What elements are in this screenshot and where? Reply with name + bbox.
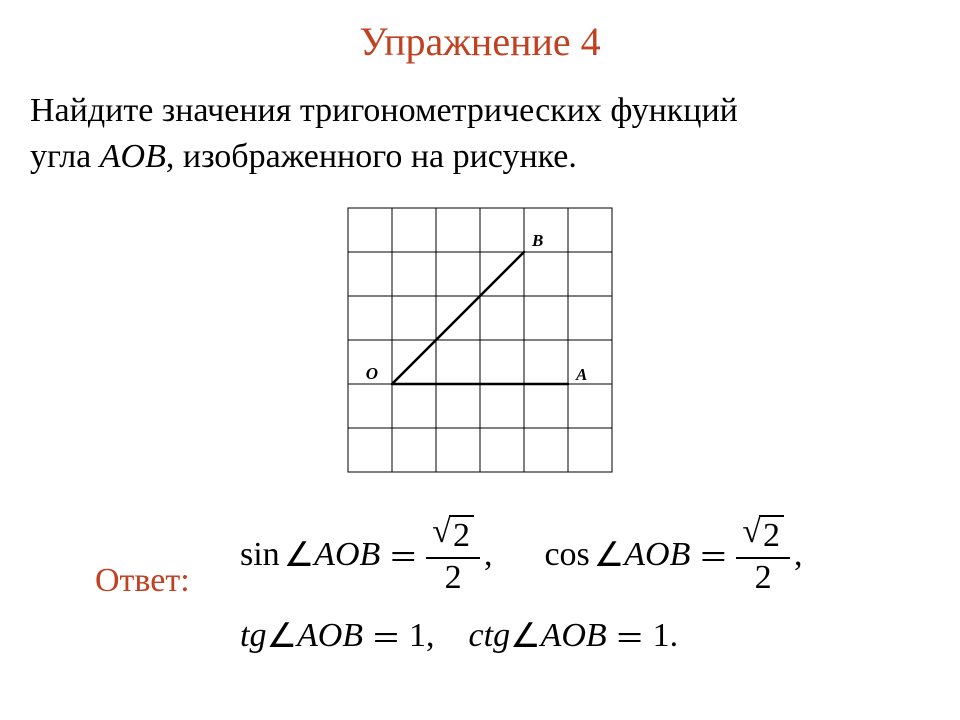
answer-expressions: sin ∠AOB ＝ √ 2 2 , [240,510,821,658]
sqrt-cos: √ 2 [742,515,784,554]
comma-3: , [426,617,435,655]
sin-fraction: √ 2 2 [426,513,480,596]
tg-term: tg ∠AOB ＝ 1, [240,614,435,658]
ctg-term: ctg ∠AOB ＝ 1. [469,614,679,658]
answer-row-1: sin ∠AOB ＝ √ 2 2 , [240,510,821,600]
angle-arg-cos: AOB [624,536,690,574]
angle-symbol-ctg: ∠ [510,616,540,656]
angle-symbol-cos: ∠ [594,535,624,575]
angle-diagram: O A B [340,200,620,485]
problem-statement: Найдите значения тригонометрических функ… [30,88,930,180]
fn-cos: cos [544,536,589,574]
equals-sin: ＝ [380,533,426,577]
angle-arg-sin: AOB [314,536,380,574]
cos-denominator: 2 [749,559,778,597]
fn-sin: sin [240,536,280,574]
angle-name: AOB [100,138,166,175]
cos-fraction: √ 2 2 [736,513,790,596]
equals-cos: ＝ [690,533,736,577]
problem-line1: Найдите значения тригонометрических функ… [30,92,738,129]
diagram-svg: O A B [340,200,620,480]
svg-text:O: O [366,364,378,383]
angle-arg-tg: AOB [297,617,363,655]
diagram-container: O A B [0,200,960,485]
answer-label: Ответ: [95,562,190,600]
final-period: . [670,617,679,655]
equals-tg: ＝ [363,614,409,658]
svg-text:A: A [575,365,587,384]
comma-2: , [790,536,821,574]
exercise-title: Упражнение 4 [0,18,960,65]
fn-tg: tg [240,617,266,655]
problem-line2-before: угла [30,138,100,175]
ctg-value: 1 [653,617,670,655]
tg-value: 1 [409,617,426,655]
equals-ctg: ＝ [607,614,653,658]
sqrt-radicand-cos: 2 [759,515,784,554]
slide: Упражнение 4 Найдите значения тригономет… [0,0,960,720]
fn-ctg: ctg [469,617,511,655]
sqrt-radicand-sin: 2 [449,515,474,554]
problem-line2-after: , изображенного на рисунке. [166,138,577,175]
angle-symbol-tg: ∠ [266,616,296,656]
angle-symbol-sin: ∠ [284,535,314,575]
sin-term: sin ∠AOB ＝ √ 2 2 , [240,513,510,596]
svg-text:B: B [531,231,543,250]
answer-row-2: tg ∠AOB ＝ 1, ctg ∠AOB ＝ 1. [240,614,821,658]
angle-arg-ctg: AOB [541,617,607,655]
cos-term: cos ∠AOB ＝ √ 2 2 , [544,513,820,596]
sqrt-sin: √ 2 [432,515,474,554]
comma-1: , [480,536,511,574]
sin-denominator: 2 [439,559,468,597]
